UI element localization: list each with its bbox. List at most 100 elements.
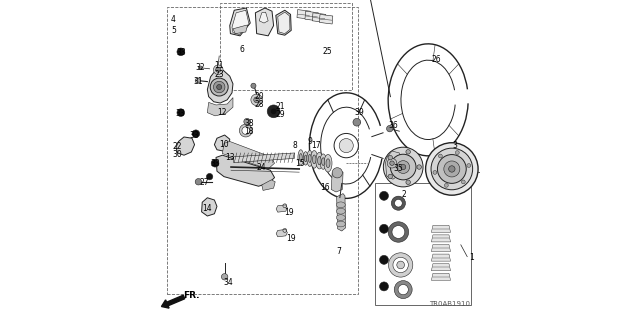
Polygon shape xyxy=(431,264,451,271)
Polygon shape xyxy=(431,225,451,232)
Circle shape xyxy=(244,118,250,125)
Circle shape xyxy=(387,158,397,168)
Polygon shape xyxy=(207,70,233,103)
Circle shape xyxy=(221,274,228,280)
Text: 13: 13 xyxy=(225,153,236,162)
Circle shape xyxy=(353,118,361,126)
Polygon shape xyxy=(332,170,343,192)
Polygon shape xyxy=(223,141,275,169)
Ellipse shape xyxy=(321,158,325,165)
Polygon shape xyxy=(385,151,400,179)
Ellipse shape xyxy=(307,150,312,166)
Ellipse shape xyxy=(316,152,323,169)
Text: 28: 28 xyxy=(255,100,264,109)
Circle shape xyxy=(431,148,473,190)
Text: 33: 33 xyxy=(189,131,200,140)
Polygon shape xyxy=(276,205,287,212)
Polygon shape xyxy=(431,235,451,242)
Circle shape xyxy=(438,154,442,158)
Text: 27: 27 xyxy=(200,178,210,187)
Text: 19: 19 xyxy=(285,234,296,243)
Circle shape xyxy=(390,154,416,180)
Circle shape xyxy=(334,133,358,158)
Circle shape xyxy=(426,143,478,195)
Circle shape xyxy=(214,65,223,75)
Circle shape xyxy=(461,180,465,184)
Circle shape xyxy=(393,257,408,273)
Circle shape xyxy=(444,161,460,177)
Text: 26: 26 xyxy=(431,55,441,64)
Polygon shape xyxy=(305,11,319,21)
Text: 8: 8 xyxy=(292,141,297,150)
Circle shape xyxy=(401,164,406,170)
Polygon shape xyxy=(312,13,326,22)
Text: 5: 5 xyxy=(171,26,176,35)
Text: 34: 34 xyxy=(223,278,233,287)
Text: 7: 7 xyxy=(337,247,342,256)
Text: 31: 31 xyxy=(193,77,203,86)
Circle shape xyxy=(380,224,388,233)
Polygon shape xyxy=(319,14,333,24)
Polygon shape xyxy=(255,8,274,36)
Text: 23: 23 xyxy=(214,70,224,79)
Bar xyxy=(375,183,471,305)
Ellipse shape xyxy=(317,156,321,165)
Circle shape xyxy=(397,161,410,173)
Circle shape xyxy=(380,255,388,264)
Circle shape xyxy=(210,78,228,96)
Polygon shape xyxy=(234,153,294,163)
Ellipse shape xyxy=(305,155,307,162)
Text: 32: 32 xyxy=(195,63,205,72)
Ellipse shape xyxy=(298,150,304,165)
Text: 20: 20 xyxy=(254,92,264,101)
Circle shape xyxy=(387,125,393,132)
Circle shape xyxy=(417,165,422,169)
Circle shape xyxy=(467,164,470,167)
Polygon shape xyxy=(297,10,310,19)
Circle shape xyxy=(216,84,222,90)
Text: 33: 33 xyxy=(210,159,220,168)
Circle shape xyxy=(206,173,212,180)
Text: 14: 14 xyxy=(202,204,212,213)
Circle shape xyxy=(388,156,392,160)
Text: 12: 12 xyxy=(218,108,227,117)
Text: 6: 6 xyxy=(239,45,244,54)
Ellipse shape xyxy=(308,155,311,163)
Circle shape xyxy=(394,199,402,207)
Circle shape xyxy=(211,159,219,167)
Circle shape xyxy=(392,226,404,238)
Polygon shape xyxy=(278,12,290,34)
Circle shape xyxy=(390,161,394,165)
Circle shape xyxy=(195,179,202,185)
Polygon shape xyxy=(207,98,233,116)
Polygon shape xyxy=(216,155,275,186)
Polygon shape xyxy=(276,229,287,237)
Circle shape xyxy=(380,282,388,291)
FancyArrow shape xyxy=(161,295,185,308)
Polygon shape xyxy=(176,137,195,155)
Text: 25: 25 xyxy=(322,47,332,56)
Circle shape xyxy=(456,151,460,155)
Circle shape xyxy=(192,130,200,138)
Polygon shape xyxy=(214,135,230,151)
Text: 4: 4 xyxy=(171,15,176,24)
Ellipse shape xyxy=(326,159,330,168)
Ellipse shape xyxy=(311,151,317,168)
Text: 9: 9 xyxy=(307,137,312,146)
Circle shape xyxy=(177,48,185,56)
Text: 38: 38 xyxy=(244,119,254,128)
Ellipse shape xyxy=(337,202,346,208)
Circle shape xyxy=(251,83,256,88)
Polygon shape xyxy=(431,273,451,280)
Text: 11: 11 xyxy=(214,61,224,70)
Circle shape xyxy=(251,94,262,106)
Circle shape xyxy=(406,180,410,185)
Circle shape xyxy=(242,127,250,134)
Polygon shape xyxy=(276,10,291,35)
Ellipse shape xyxy=(312,155,316,164)
Circle shape xyxy=(380,191,388,200)
Circle shape xyxy=(198,66,202,70)
Circle shape xyxy=(332,168,342,178)
Polygon shape xyxy=(233,25,248,34)
Text: 21: 21 xyxy=(275,102,285,111)
